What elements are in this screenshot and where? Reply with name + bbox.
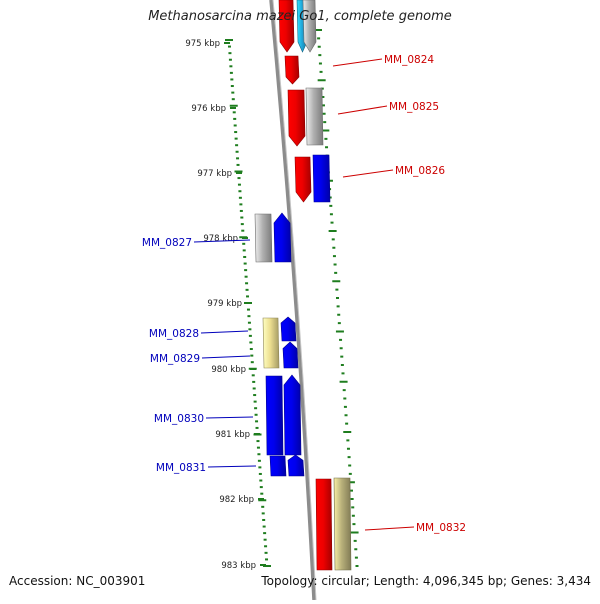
kbp-tick-label: 980 kbp bbox=[211, 365, 246, 375]
gene-feature-red bbox=[284, 55, 300, 85]
gene-feature-gray bbox=[305, 87, 324, 146]
kbp-tick-label: 977 kbp bbox=[197, 169, 232, 179]
gene-label-leader bbox=[205, 416, 254, 419]
gene-label-mm-0826: MM_0826 bbox=[395, 165, 445, 177]
gene-feature-blue bbox=[265, 375, 284, 456]
gene-feature-red bbox=[315, 478, 333, 571]
gene-feature-yellow bbox=[262, 317, 280, 369]
gene-label-leader bbox=[193, 239, 251, 243]
gene-label-leader bbox=[207, 465, 257, 468]
gene-feature-blue bbox=[283, 374, 302, 456]
map-title: Methanosarcina mazei Go1, complete genom… bbox=[148, 9, 452, 24]
gene-feature-blue bbox=[287, 454, 305, 477]
gene-feature-red bbox=[287, 89, 306, 147]
gene-feature-red bbox=[278, 0, 295, 53]
gene-label-leader bbox=[342, 169, 394, 178]
kbp-tick-label: 981 kbp bbox=[215, 430, 250, 440]
accession-label: Accession: NC_003901 bbox=[9, 574, 146, 588]
gene-label-mm-0831: MM_0831 bbox=[156, 462, 206, 474]
gene-label-leader bbox=[332, 58, 383, 67]
genome-summary: Topology: circular; Length: 4,096,345 bp… bbox=[261, 574, 591, 588]
kbp-tick-label: 983 kbp bbox=[221, 561, 256, 571]
kbp-tick-label: 976 kbp bbox=[191, 104, 226, 114]
gene-label-mm-0828: MM_0828 bbox=[149, 328, 199, 340]
gene-feature-blue bbox=[282, 341, 299, 369]
gene-label-leader bbox=[201, 355, 251, 359]
gene-label-mm-0830: MM_0830 bbox=[154, 413, 204, 425]
gene-label-mm-0825: MM_0825 bbox=[389, 101, 439, 113]
gene-label-mm-0827: MM_0827 bbox=[142, 237, 192, 249]
gene-label-leader bbox=[364, 526, 415, 531]
gene-feature-blue bbox=[312, 154, 331, 203]
gene-feature-khaki bbox=[333, 477, 352, 571]
gene-label-mm-0832: MM_0832 bbox=[416, 522, 466, 534]
backbone-line bbox=[269, 0, 316, 601]
gene-label-mm-0824: MM_0824 bbox=[384, 54, 434, 66]
backbone-highlight bbox=[272, 0, 317, 601]
kbp-tick-label: 979 kbp bbox=[207, 299, 242, 309]
kbp-tick-label: 982 kbp bbox=[219, 495, 254, 505]
gene-feature-blue bbox=[280, 316, 297, 342]
kbp-tick-label: 975 kbp bbox=[185, 39, 220, 49]
gene-label-leader bbox=[200, 330, 249, 334]
gene-feature-red bbox=[294, 156, 312, 203]
gene-feature-gray bbox=[254, 213, 273, 263]
kbp-tick-label: 978 kbp bbox=[203, 234, 238, 244]
gene-feature-blue bbox=[269, 455, 287, 477]
gene-label-leader bbox=[337, 105, 388, 115]
gene-feature-gray bbox=[302, 0, 317, 53]
gene-feature-blue bbox=[273, 212, 292, 263]
gene-label-mm-0829: MM_0829 bbox=[150, 353, 200, 365]
